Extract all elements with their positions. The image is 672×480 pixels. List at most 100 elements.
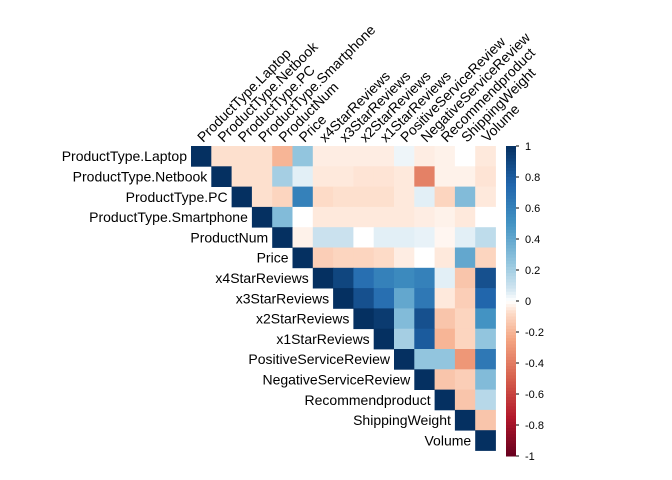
heatmap-cell xyxy=(414,328,435,350)
heatmap-cell xyxy=(292,146,314,167)
colorbar-segment xyxy=(506,242,516,246)
heatmap-cell xyxy=(414,267,435,289)
heatmap-cell xyxy=(272,146,293,167)
row-label: x1StarReviews xyxy=(276,331,369,347)
colorbar-segment xyxy=(506,359,516,364)
heatmap-cell xyxy=(454,146,476,167)
colorbar-segment xyxy=(506,428,516,432)
row-labels: ProductType.Laptop ProductType.Netbook Pro… xyxy=(62,148,472,448)
heatmap-cell xyxy=(394,349,415,370)
row-label: Volume xyxy=(424,432,471,448)
colorbar-segment xyxy=(506,245,516,249)
colorbar-segment xyxy=(506,390,516,395)
colorbar-segment xyxy=(506,344,516,348)
colorbar-segment xyxy=(506,449,516,454)
colorbar-segment xyxy=(506,291,516,296)
colorbar-segment xyxy=(506,307,516,311)
heatmap-cell xyxy=(272,186,293,208)
colorbar-segment xyxy=(506,446,516,451)
colorbar-tick-label: 0.4 xyxy=(525,234,540,246)
heatmap-cell xyxy=(373,166,395,187)
colorbar-segment xyxy=(506,319,516,324)
heatmap-cell xyxy=(251,146,273,167)
heatmap-cell xyxy=(211,166,232,187)
colorbar-segment xyxy=(506,232,516,237)
heatmap-cell xyxy=(394,288,415,309)
heatmap-cell xyxy=(373,267,395,289)
heatmap-cell xyxy=(394,308,415,330)
colorbar-segment xyxy=(506,347,516,352)
heatmap-cell xyxy=(434,308,456,330)
heatmap-cell xyxy=(353,186,375,208)
colorbar-segment xyxy=(506,195,516,200)
heatmap-cell xyxy=(251,166,273,187)
colorbar-segment xyxy=(506,282,516,286)
colorbar-segment xyxy=(506,149,516,153)
colorbar-segment xyxy=(506,431,516,435)
heatmap-cell xyxy=(414,369,435,390)
colorbar-segment xyxy=(506,397,516,401)
colorbar-tick-label: -0.2 xyxy=(525,327,544,339)
heatmap-cell xyxy=(333,288,354,309)
heatmap-cell xyxy=(475,227,496,248)
heatmap-cell xyxy=(353,146,375,167)
colorbar-segment xyxy=(506,443,516,448)
colorbar-segment xyxy=(506,322,516,327)
heatmap-cell xyxy=(394,186,415,208)
colorbar-segment xyxy=(506,235,516,240)
heatmap-cell xyxy=(312,166,334,187)
heatmap-cell xyxy=(373,227,395,248)
colorbar-segment xyxy=(506,325,516,330)
colorbar-segment xyxy=(506,366,516,370)
heatmap-cell xyxy=(454,369,476,390)
heatmap-cell xyxy=(454,349,476,370)
heatmap-cell xyxy=(454,308,476,330)
colorbar-segment xyxy=(506,276,516,280)
heatmap-cell xyxy=(292,186,314,208)
heatmap-cell xyxy=(353,247,375,269)
colorbar-segment xyxy=(506,266,516,271)
colorbar-segment xyxy=(506,403,516,407)
heatmap-cell xyxy=(353,206,375,228)
heatmap-cell xyxy=(414,206,435,228)
colorbar-segment xyxy=(506,310,516,314)
heatmap-cell xyxy=(454,206,476,228)
colorbar-segment xyxy=(506,146,516,150)
heatmap-cell xyxy=(251,186,273,208)
colorbar-segment xyxy=(506,170,516,175)
heatmap-cell xyxy=(312,186,334,208)
heatmap-cell xyxy=(333,186,354,208)
heatmap-cell xyxy=(475,146,496,167)
heatmap-cell xyxy=(434,288,456,309)
heatmap-cell xyxy=(475,166,496,187)
heatmap-cell xyxy=(454,186,476,208)
row-label: ProductType.Smartphone xyxy=(89,209,248,225)
colorbar-segment xyxy=(506,186,516,190)
heatmap-cell xyxy=(434,328,456,350)
heatmap-cell xyxy=(292,247,314,269)
colorbar-segment xyxy=(506,452,516,457)
colorbar-segment xyxy=(506,384,516,389)
colorbar-tick-label: 0 xyxy=(525,296,531,308)
colorbar-segment xyxy=(506,297,516,302)
colorbar-segment xyxy=(506,437,516,441)
colorbar-segment xyxy=(506,204,516,209)
colorbar-segment xyxy=(506,353,516,358)
colorbar-segment xyxy=(506,183,516,187)
heatmap-cell xyxy=(353,267,375,289)
colorbar-segment xyxy=(506,375,516,379)
colorbar-segment xyxy=(506,338,516,342)
heatmap-cell xyxy=(434,389,456,411)
colorbar-segment xyxy=(506,279,516,283)
heatmap-cell xyxy=(394,267,415,289)
heatmap-cell xyxy=(312,267,334,289)
colorbar-tick-label: -1 xyxy=(525,451,535,463)
colorbar-tick-label: 0.2 xyxy=(525,265,540,277)
colorbar-segment xyxy=(506,161,516,166)
colorbar-segment xyxy=(506,288,516,293)
heatmap-cell xyxy=(434,186,456,208)
heatmap-cell xyxy=(292,166,314,187)
row-label: ProductType.PC xyxy=(126,189,228,205)
colorbar-segment xyxy=(506,226,516,231)
colorbar-segment xyxy=(506,214,516,218)
